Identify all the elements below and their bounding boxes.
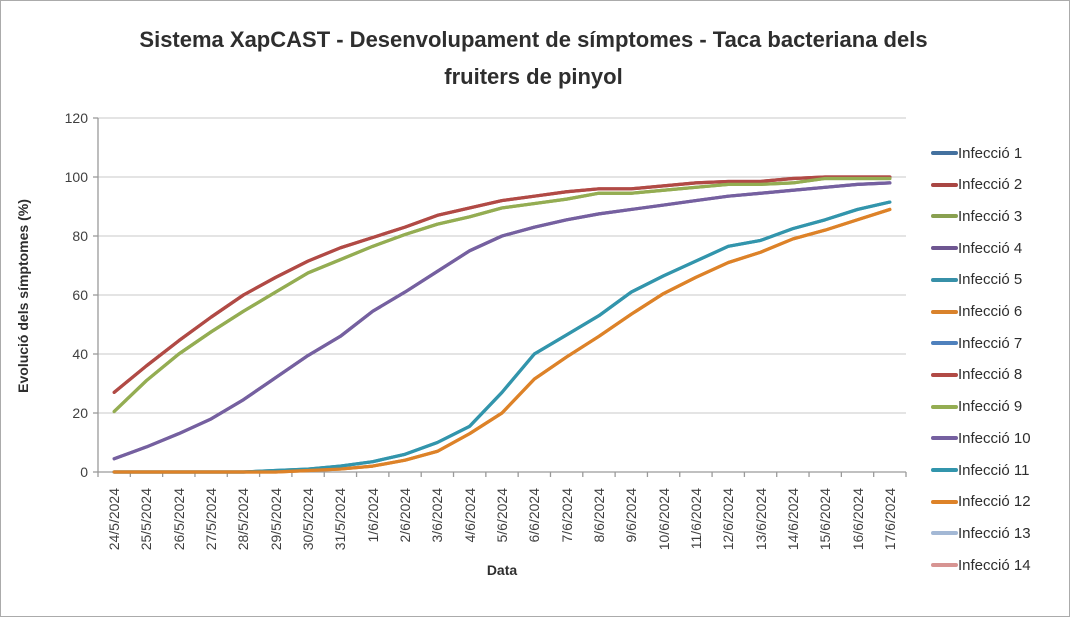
x-tick-label: 28/5/2024 bbox=[235, 488, 252, 551]
legend-label: Infecció 9 bbox=[958, 398, 1023, 416]
legend-item-infeccio-11: Infecció 11 bbox=[931, 460, 1029, 480]
x-tick-label: 2/6/2024 bbox=[397, 488, 414, 543]
x-tick-label: 8/6/2024 bbox=[590, 488, 607, 543]
x-axis-title: Data bbox=[486, 562, 518, 578]
legend-item-infeccio-2: Infecció 2 bbox=[931, 175, 1022, 195]
legend-line-swatch bbox=[931, 277, 958, 282]
x-tick-label: 4/6/2024 bbox=[461, 488, 478, 543]
legend-item-infeccio-13: Infecció 13 bbox=[931, 523, 1031, 543]
legend-line-swatch bbox=[931, 499, 958, 504]
x-tick-label: 14/6/2024 bbox=[784, 488, 801, 551]
legend-line-swatch bbox=[931, 341, 958, 346]
x-tick-label: 3/6/2024 bbox=[429, 488, 446, 543]
legend-item-infeccio-9: Infecció 9 bbox=[931, 397, 1022, 417]
legend-line-swatch bbox=[931, 214, 958, 219]
legend-item-infeccio-7: Infecció 7 bbox=[931, 333, 1022, 353]
x-tick-label: 10/6/2024 bbox=[655, 488, 672, 551]
legend-line-swatch bbox=[931, 531, 958, 536]
legend-item-infeccio-6: Infecció 6 bbox=[931, 302, 1022, 322]
x-tick-label: 5/6/2024 bbox=[494, 488, 510, 543]
legend-item-infeccio-5: Infecció 5 bbox=[931, 270, 1022, 290]
legend-label: Infecció 4 bbox=[958, 239, 1023, 257]
legend-item-infeccio-12: Infecció 12 bbox=[931, 492, 1031, 512]
series-line-9 bbox=[112, 176, 892, 414]
series-line-11 bbox=[112, 200, 892, 474]
legend-line-swatch bbox=[931, 563, 958, 568]
x-tick-label: 13/6/2024 bbox=[752, 488, 769, 551]
x-tick-label: 11/6/2024 bbox=[687, 488, 704, 550]
y-tick-label: 20 bbox=[72, 405, 88, 421]
x-tick-label: 7/6/2024 bbox=[558, 488, 575, 543]
legend-label: Infecció 8 bbox=[958, 366, 1023, 384]
legend-line-swatch bbox=[931, 468, 958, 472]
series-line-5 bbox=[112, 200, 892, 474]
legend-line-swatch bbox=[931, 182, 958, 187]
legend-item-infeccio-1: Infecció 1 bbox=[931, 143, 1022, 163]
legend-item-infeccio-3: Infecció 3 bbox=[931, 206, 1022, 226]
legend-label: Infecció 3 bbox=[958, 207, 1023, 225]
legend-item-infeccio-14: Infecció 14 bbox=[931, 555, 1031, 575]
x-tick-label: 9/6/2024 bbox=[623, 488, 640, 543]
legend-label: Infecció 10 bbox=[958, 429, 1031, 447]
legend-line-swatch bbox=[931, 404, 958, 409]
y-tick-label: 60 bbox=[72, 287, 88, 303]
legend-line-swatch bbox=[931, 151, 958, 155]
x-tick-label: 29/5/2024 bbox=[267, 488, 284, 551]
x-tick-label: 26/5/2024 bbox=[170, 488, 187, 551]
x-tick-label: 15/6/2024 bbox=[817, 488, 834, 551]
y-tick-label: 80 bbox=[72, 228, 88, 244]
legend-item-infeccio-10: Infecció 10 bbox=[931, 428, 1031, 448]
legend-label: Infecció 2 bbox=[958, 176, 1023, 194]
series-line-6 bbox=[112, 207, 892, 474]
legend-line-swatch bbox=[931, 309, 958, 314]
legend-line-swatch bbox=[931, 246, 958, 251]
legend-line-swatch bbox=[931, 372, 958, 377]
x-tick-label: 12/6/2024 bbox=[720, 488, 737, 551]
legend-label: Infecció 1 bbox=[958, 144, 1023, 162]
legend-item-infeccio-8: Infecció 8 bbox=[931, 365, 1022, 385]
legend-label: Infecció 12 bbox=[958, 493, 1031, 511]
y-tick-label: 100 bbox=[64, 169, 88, 185]
legend-label: Infecció 5 bbox=[958, 271, 1023, 289]
legend-label: Infecció 11 bbox=[958, 461, 1030, 479]
x-tick-label: 25/5/2024 bbox=[138, 488, 155, 551]
y-axis-title: Evolució dels símptomes (%) bbox=[15, 199, 31, 393]
x-tick-label: 6/6/2024 bbox=[526, 488, 543, 543]
legend-label: Infecció 13 bbox=[958, 524, 1031, 542]
series-line-10 bbox=[112, 181, 892, 461]
x-tick-label: 24/5/2024 bbox=[106, 488, 123, 551]
legend-line-swatch bbox=[931, 436, 958, 441]
legend-item-infeccio-4: Infecció 4 bbox=[931, 238, 1022, 258]
legend-label: Infecció 14 bbox=[958, 556, 1031, 574]
y-tick-label: 40 bbox=[72, 346, 88, 362]
y-tick-label: 0 bbox=[80, 464, 88, 480]
x-tick-label: 27/5/2024 bbox=[203, 488, 220, 551]
x-tick-label: 17/6/2024 bbox=[881, 488, 898, 551]
series-line-8 bbox=[112, 175, 892, 394]
x-tick-label: 16/6/2024 bbox=[849, 488, 866, 551]
chart-title: Sistema XapCAST - Desenvolupament de sím… bbox=[139, 27, 928, 89]
legend-label: Infecció 6 bbox=[958, 303, 1023, 320]
y-tick-label: 120 bbox=[64, 110, 88, 126]
legend-label: Infecció 7 bbox=[958, 334, 1023, 352]
x-tick-label: 30/5/2024 bbox=[300, 488, 317, 551]
x-tick-label: 31/5/2024 bbox=[332, 488, 349, 551]
series-line-12 bbox=[112, 207, 892, 474]
x-tick-label: 1/6/2024 bbox=[364, 488, 381, 543]
